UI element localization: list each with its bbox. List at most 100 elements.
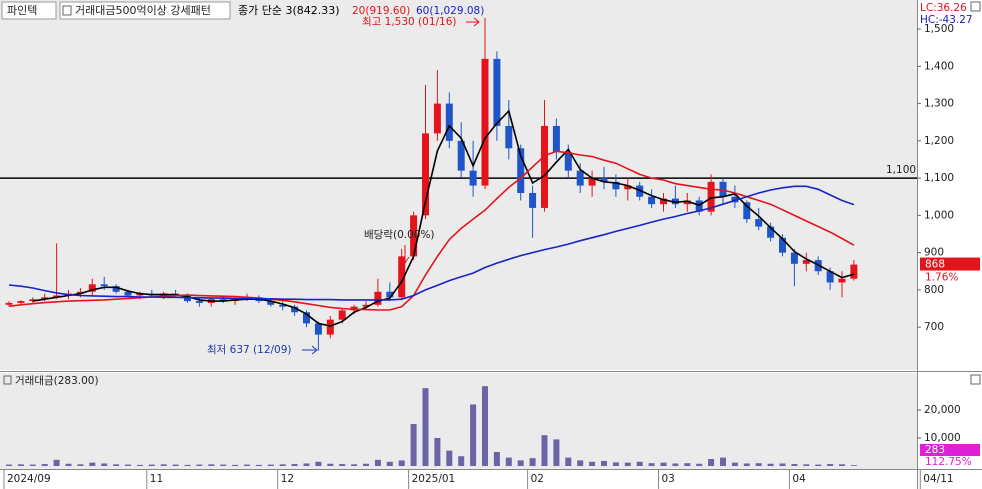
- candle-body: [422, 133, 429, 216]
- candle-body: [802, 260, 810, 264]
- y-tick-label: 1,000: [924, 209, 954, 221]
- candle-body: [660, 198, 667, 205]
- bar: [815, 464, 822, 466]
- bar: [220, 464, 227, 466]
- bar: [136, 464, 143, 466]
- bar: [327, 463, 334, 466]
- bar: [53, 459, 60, 466]
- bar: [565, 457, 572, 466]
- candle-body: [790, 252, 798, 264]
- x-tick-label: 2025/01: [412, 473, 456, 485]
- candle-body: [683, 200, 691, 205]
- candle-body: [767, 226, 775, 238]
- volume-panel: [0, 373, 917, 469]
- y-tick-label: 800: [924, 284, 944, 296]
- bar: [850, 465, 857, 466]
- bar: [660, 462, 667, 466]
- bar: [767, 463, 774, 466]
- bar: [517, 460, 524, 466]
- bar: [755, 463, 762, 466]
- y-tick-label: 20,000: [924, 404, 961, 416]
- bar: [708, 459, 715, 466]
- candle-body: [552, 125, 560, 153]
- candle-body: [564, 152, 572, 171]
- icon: [62, 5, 72, 16]
- candle-body: [743, 202, 751, 220]
- candle-body: [648, 196, 656, 205]
- candle-body: [517, 148, 525, 194]
- subtitle-box[interactable]: [59, 1, 231, 20]
- candle-body: [338, 310, 346, 320]
- candle-body: [314, 323, 322, 335]
- close-button[interactable]: [970, 1, 981, 12]
- y-tick-label: 1,400: [924, 60, 954, 72]
- candle-body: [326, 319, 334, 335]
- bar: [410, 424, 417, 466]
- bar: [303, 463, 310, 466]
- candle-body: [219, 299, 227, 302]
- bar: [624, 462, 631, 466]
- bar: [684, 463, 691, 466]
- candle-body: [100, 284, 108, 287]
- candle-body: [624, 185, 632, 190]
- candle-body: [76, 291, 84, 294]
- bar: [672, 463, 679, 466]
- arrow: [466, 17, 480, 27]
- candle-body: [267, 301, 275, 305]
- bar: [77, 464, 84, 466]
- x-tick-label: 04/11: [923, 473, 953, 485]
- candle-body: [398, 256, 406, 298]
- bar: [577, 460, 584, 466]
- candle-body: [303, 312, 310, 324]
- bar: [470, 404, 477, 466]
- bar: [446, 450, 453, 466]
- arrow: [400, 245, 410, 264]
- bar: [172, 464, 179, 466]
- candle-body: [529, 193, 537, 208]
- bar: [601, 460, 607, 466]
- bar: [17, 464, 24, 466]
- candle-body: [53, 295, 61, 298]
- bar: [267, 464, 274, 466]
- bar: [351, 464, 358, 466]
- y-tick-label: 900: [924, 247, 944, 259]
- price-box-label: 868: [925, 259, 945, 271]
- candle-body: [136, 293, 144, 296]
- bar: [29, 464, 36, 466]
- bar: [743, 463, 750, 466]
- level-label: 1,100: [886, 164, 916, 176]
- close-button[interactable]: [970, 374, 981, 385]
- bar: [482, 386, 488, 466]
- bar: [636, 461, 643, 466]
- bar: [232, 464, 239, 466]
- bar: [160, 464, 167, 466]
- bar: [363, 463, 369, 466]
- bar: [208, 464, 215, 466]
- event-annotation: 배당락(0.00%): [364, 229, 435, 241]
- candle-body: [195, 301, 203, 303]
- candle-body: [374, 291, 382, 305]
- candle-body: [600, 178, 608, 182]
- bar: [493, 452, 500, 466]
- candle-body: [612, 181, 620, 190]
- bar: [6, 464, 12, 466]
- candle-body: [505, 125, 513, 149]
- bar: [89, 462, 96, 466]
- bar: [648, 463, 655, 466]
- candle-body: [445, 103, 453, 141]
- volume-title: 거래대금(283.00): [15, 375, 99, 387]
- bar: [779, 463, 786, 466]
- bar: [505, 457, 512, 466]
- y-tick-label: 10,000: [924, 432, 961, 444]
- candle-body: [779, 237, 786, 253]
- bar: [101, 463, 108, 466]
- legend-entry: 20(919.60): [352, 5, 410, 17]
- title-box[interactable]: [1, 1, 57, 20]
- y-tick-label: 700: [924, 321, 944, 333]
- candle-body: [291, 306, 299, 313]
- icon: [3, 375, 12, 385]
- candle-body: [731, 196, 739, 203]
- line-series: [8, 185, 855, 301]
- candle-body: [707, 181, 715, 212]
- candle-body: [588, 178, 596, 186]
